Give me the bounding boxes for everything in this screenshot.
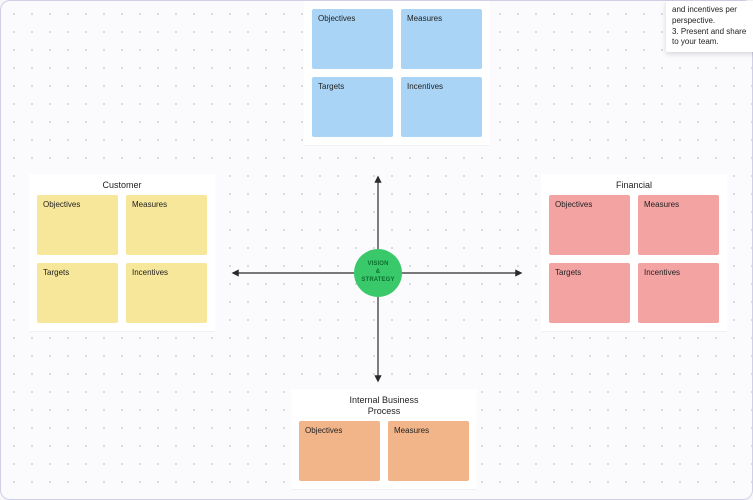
- card-incentives[interactable]: Incentives: [126, 263, 207, 323]
- card-objectives[interactable]: Objectives: [299, 421, 380, 481]
- panel-financial[interactable]: Financial ObjectivesMeasuresTargetsIncen…: [541, 174, 727, 331]
- panel-customer[interactable]: Customer ObjectivesMeasuresTargetsIncent…: [29, 174, 215, 331]
- canvas[interactable]: VISION & STRATEGY ObjectivesMeasuresTarg…: [0, 0, 753, 500]
- panel-title: Internal Business Process: [291, 389, 477, 421]
- card-targets[interactable]: Targets: [312, 77, 393, 137]
- card-targets[interactable]: Targets: [37, 263, 118, 323]
- card-incentives[interactable]: Incentives: [401, 77, 482, 137]
- card-objectives[interactable]: Objectives: [312, 9, 393, 69]
- hub-vision-strategy[interactable]: VISION & STRATEGY: [354, 249, 402, 297]
- card-objectives[interactable]: Objectives: [37, 195, 118, 255]
- card-measures[interactable]: Measures: [388, 421, 469, 481]
- card-incentives[interactable]: Incentives: [638, 263, 719, 323]
- instructions-line: and incentives per perspective.: [672, 5, 753, 27]
- panel-title: Financial: [541, 174, 727, 195]
- card-measures[interactable]: Measures: [638, 195, 719, 255]
- card-objectives[interactable]: Objectives: [549, 195, 630, 255]
- card-measures[interactable]: Measures: [126, 195, 207, 255]
- card-targets[interactable]: Targets: [549, 263, 630, 323]
- instructions-line: 3. Present and share to your team.: [672, 27, 753, 49]
- panel-title: Customer: [29, 174, 215, 195]
- card-measures[interactable]: Measures: [401, 9, 482, 69]
- panel-top[interactable]: ObjectivesMeasuresTargetsIncentives: [304, 1, 490, 145]
- hub-label: VISION & STRATEGY: [361, 261, 394, 284]
- panel-internal-business-process[interactable]: Internal Business Process ObjectivesMeas…: [291, 389, 477, 489]
- instructions-note[interactable]: and incentives per perspective. 3. Prese…: [666, 1, 753, 52]
